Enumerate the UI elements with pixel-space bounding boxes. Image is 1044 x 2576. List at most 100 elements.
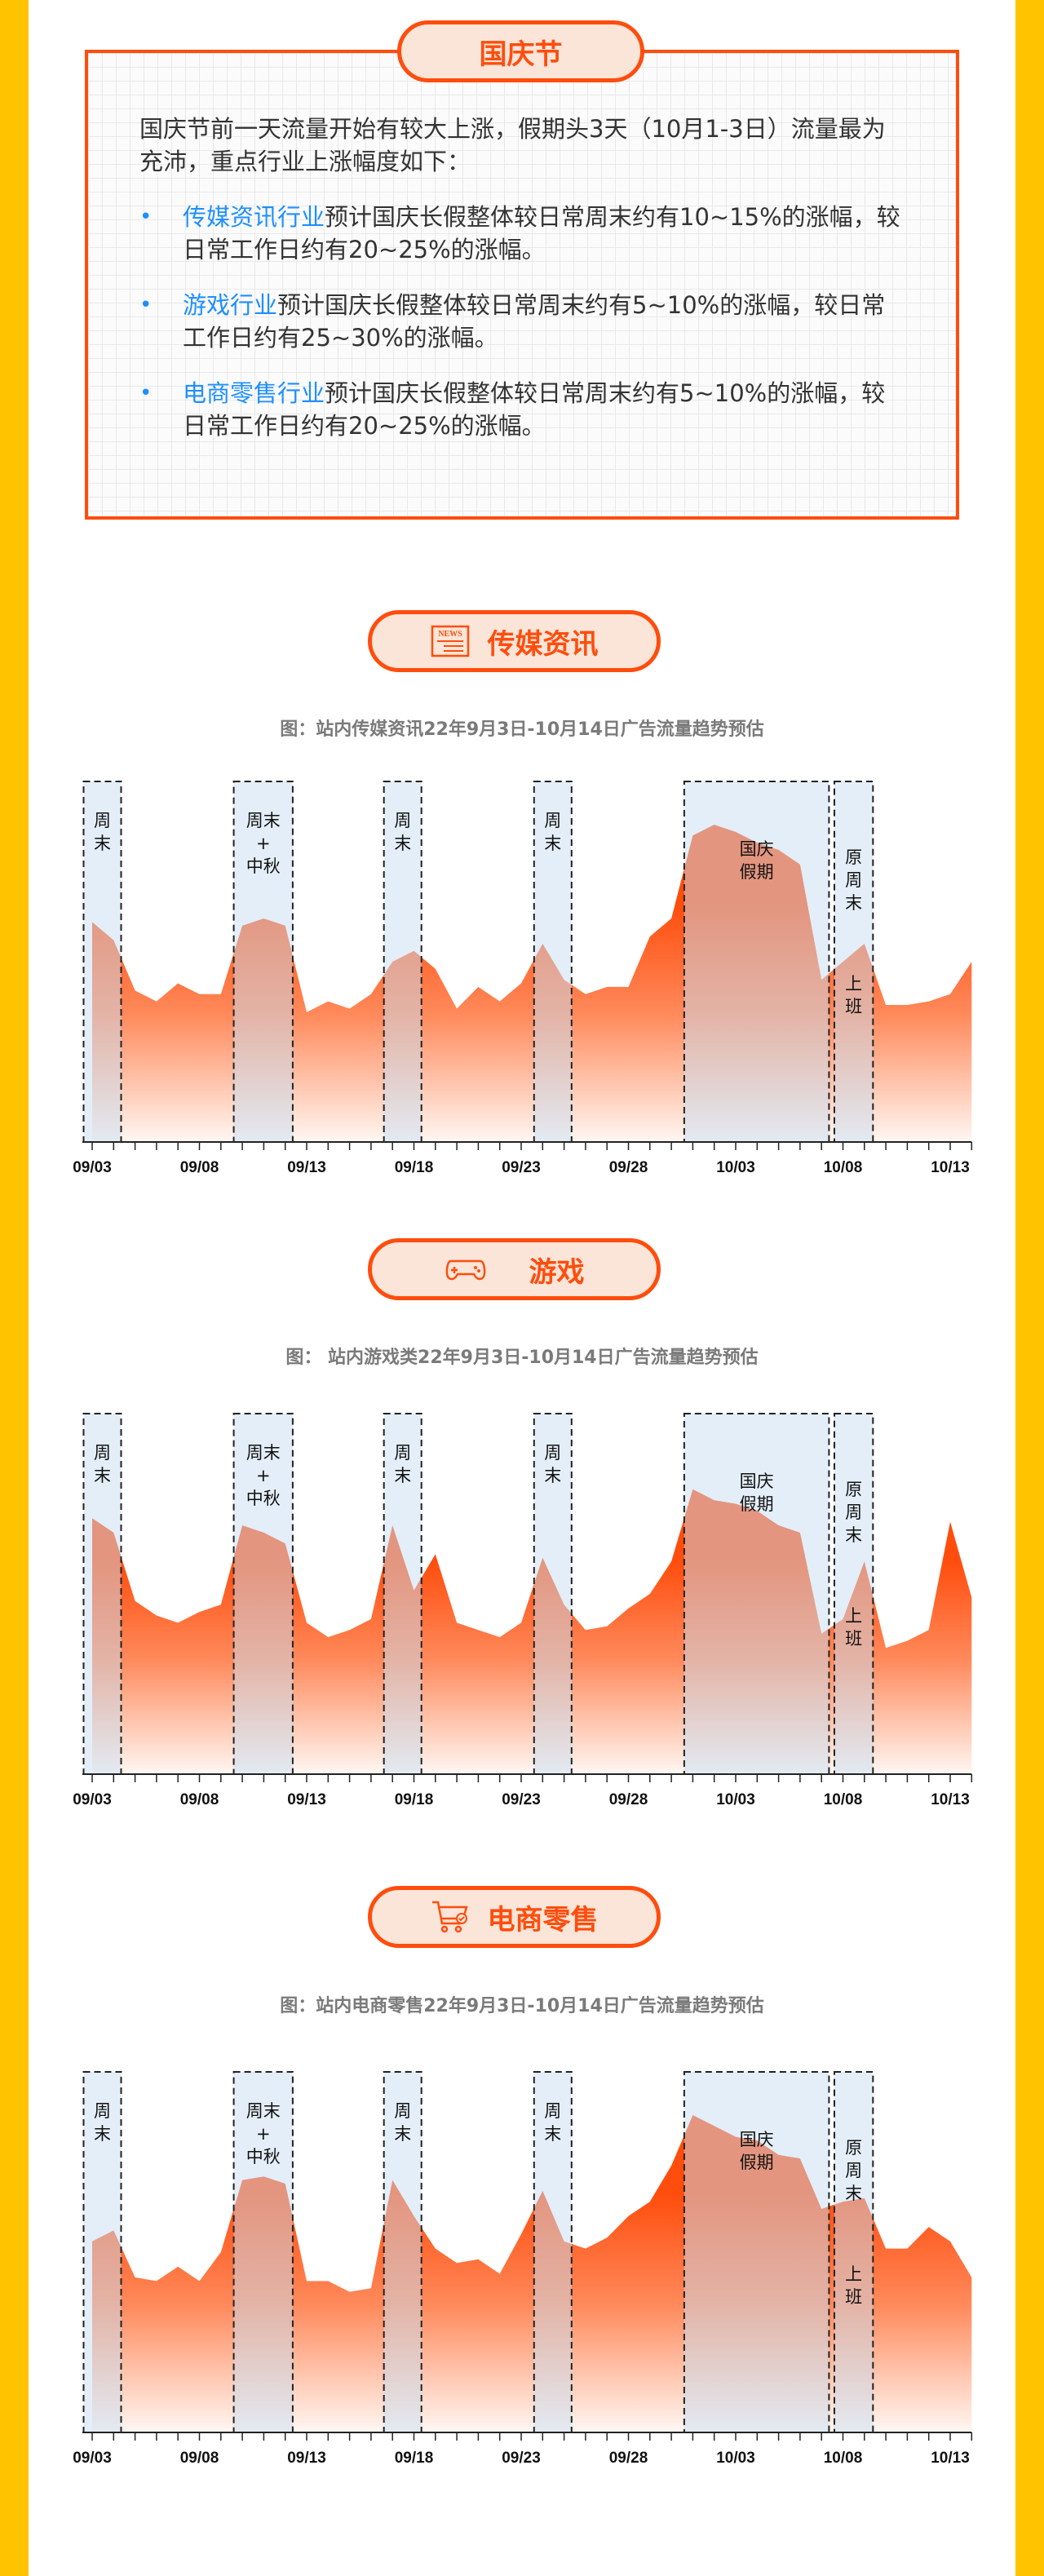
section-pill-media: NEWS 传媒资讯 — [368, 610, 661, 672]
period-band — [833, 1413, 874, 1775]
chart-caption: 图： 站内游戏类22年9月3日-10月14日广告流量趋势预估 — [285, 1348, 759, 1368]
shopping-cart-icon — [431, 1901, 468, 1933]
news-icon: NEWS — [431, 625, 469, 657]
industry-highlight: 电商零售行业 — [183, 379, 325, 407]
section-pill-games: 游戏 — [368, 1238, 661, 1300]
band-label: 国庆 — [740, 2130, 774, 2149]
band-label: 末 — [394, 2124, 411, 2144]
band-sublabel: 班 — [845, 997, 862, 1016]
x-tick-label: 09/13 — [287, 1791, 326, 1808]
band-label: 周 — [544, 2101, 561, 2121]
period-band — [683, 1413, 830, 1775]
band-label: 假期 — [740, 862, 774, 882]
x-tick-label: 09/18 — [395, 1791, 434, 1808]
band-label: 中秋 — [246, 2147, 281, 2167]
holiday-notes: 国庆节前一天流量开始有较大上涨，假期头3天（10月1-3日）流量最为充沛，重点行… — [139, 113, 906, 465]
band-label: 末 — [94, 2124, 111, 2144]
band-label: 周 — [394, 1443, 411, 1463]
x-tick-label: 10/13 — [931, 1159, 970, 1176]
holiday-title-pill: 国庆节 — [397, 20, 644, 82]
band-label: 末 — [845, 2184, 862, 2203]
band-label: 周末 — [246, 2101, 281, 2121]
holiday-title: 国庆节 — [479, 38, 563, 71]
band-label: 周末 — [246, 811, 281, 830]
bullet-icon: • — [139, 293, 153, 317]
x-tick-label: 09/28 — [609, 1159, 648, 1176]
band-label: 周 — [394, 2101, 411, 2121]
band-label: 末 — [544, 2124, 561, 2144]
x-tick-label: 10/13 — [931, 1791, 970, 1808]
bullet-text: 预计国庆长假整体较日常周末约有10~15%的涨幅，较日常工作日约有20~25%的… — [183, 203, 900, 263]
band-label: 中秋 — [246, 856, 281, 876]
x-tick-label: 09/28 — [609, 1791, 648, 1808]
band-label: 原 — [845, 2138, 862, 2158]
period-band — [82, 1413, 122, 1775]
band-label: 假期 — [740, 1494, 774, 1514]
industry-highlight: 传媒资讯行业 — [183, 203, 325, 231]
list-item: • 游戏行业预计国庆长假整体较日常周末约有5~10%的涨幅，较日常工作日约有25~… — [139, 289, 906, 354]
industry-highlight: 游戏行业 — [183, 291, 278, 319]
band-label: 周 — [845, 1503, 862, 1522]
x-tick-label: 10/08 — [824, 2450, 863, 2467]
x-tick-label: 09/18 — [395, 2450, 434, 2467]
chart-caption: 图：站内传媒资讯22年9月3日-10月14日广告流量趋势预估 — [280, 719, 764, 740]
band-label: 原 — [845, 1480, 862, 1499]
band-label: 末 — [394, 834, 411, 853]
band-sublabel: 上 — [845, 974, 862, 994]
holiday-notes-card — [85, 50, 959, 520]
band-sublabel: 班 — [845, 1629, 862, 1649]
x-tick-label: 10/03 — [716, 1159, 755, 1176]
period-band — [82, 2071, 122, 2433]
section-title: 传媒资讯 — [487, 627, 599, 661]
band-label: 周 — [544, 811, 561, 830]
period-band — [683, 781, 830, 1143]
left-frame — [0, 0, 29, 2576]
right-frame — [1015, 0, 1044, 2576]
period-band — [383, 781, 422, 1143]
x-tick-label: 10/08 — [824, 1791, 863, 1808]
period-band — [533, 2071, 573, 2433]
band-label: 假期 — [740, 2153, 774, 2172]
x-tick-label: 09/23 — [502, 2450, 541, 2467]
band-label: 末 — [94, 1466, 111, 1485]
x-tick-label: 10/13 — [931, 2450, 970, 2467]
svg-text:NEWS: NEWS — [438, 630, 462, 639]
x-tick-label: 09/13 — [287, 1159, 326, 1176]
chart-caption: 图：站内电商零售22年9月3日-10月14日广告流量趋势预估 — [280, 1996, 764, 2016]
period-band — [232, 1413, 294, 1775]
band-label: + — [256, 1466, 271, 1485]
period-band — [833, 2071, 874, 2433]
band-label: 原 — [845, 848, 862, 867]
band-label: 末 — [845, 893, 862, 913]
x-tick-label: 10/03 — [716, 1791, 755, 1808]
band-label: 周末 — [246, 1443, 281, 1463]
band-label: 周 — [94, 2101, 111, 2121]
x-tick-label: 09/08 — [180, 1791, 219, 1808]
x-tick-label: 09/23 — [502, 1791, 541, 1808]
section-pill-ecommerce: 电商零售 — [368, 1886, 661, 1948]
band-sublabel: 上 — [845, 2264, 862, 2284]
x-tick-label: 10/08 — [824, 1159, 863, 1176]
x-tick-label: 09/08 — [180, 2450, 219, 2467]
band-label: 中秋 — [246, 1489, 281, 1508]
list-item: • 电商零售行业预计国庆长假整体较日常周末约有5~10%的涨幅，较日常工作日约有2… — [139, 377, 906, 442]
band-label: 末 — [544, 1466, 561, 1485]
bullet-icon: • — [139, 381, 153, 405]
band-sublabel: 班 — [845, 2287, 862, 2307]
section-title: 游戏 — [529, 1255, 585, 1289]
period-band — [533, 1413, 573, 1775]
band-label: 末 — [394, 1466, 411, 1485]
x-tick-label: 09/23 — [502, 1159, 541, 1176]
band-label: 末 — [845, 1525, 862, 1545]
x-tick-label: 09/28 — [609, 2450, 648, 2467]
section-title: 电商零售 — [487, 1903, 599, 1936]
period-band — [383, 1413, 422, 1775]
band-label: 国庆 — [740, 1472, 774, 1491]
band-label: 国庆 — [740, 839, 774, 859]
bullet-text: 预计国庆长假整体较日常周末约有5~10%的涨幅，较日常工作日约有25~30%的涨… — [183, 291, 886, 352]
band-label: 周 — [845, 870, 862, 890]
band-label: 末 — [94, 834, 111, 853]
